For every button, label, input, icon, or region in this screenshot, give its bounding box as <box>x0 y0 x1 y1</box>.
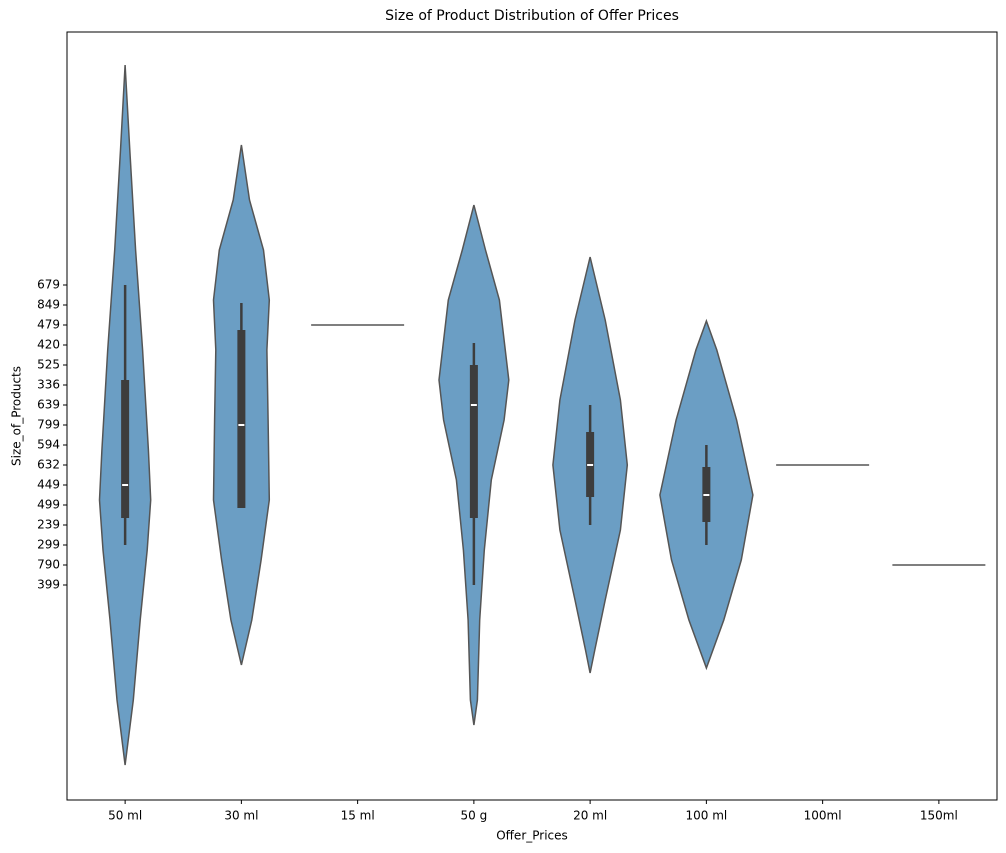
x-tick-label: 15 ml <box>341 809 375 823</box>
y-tick-label: 525 <box>37 358 60 372</box>
y-tick-label: 639 <box>37 398 60 412</box>
y-axis-label: Size_of_Products <box>10 366 24 466</box>
y-tick-label: 399 <box>37 578 60 592</box>
y-tick-label: 449 <box>37 478 60 492</box>
x-tick-label: 20 ml <box>573 809 607 823</box>
y-tick-label: 790 <box>37 558 60 572</box>
y-tick-label: 299 <box>37 538 60 552</box>
x-tick-label: 30 ml <box>224 809 258 823</box>
y-tick-label: 679 <box>37 278 60 292</box>
x-tick-label: 150ml <box>920 809 958 823</box>
y-tick-label: 849 <box>37 298 60 312</box>
y-tick-label: 420 <box>37 338 60 352</box>
plot-frame <box>66 31 998 801</box>
y-tick-label: 632 <box>37 458 60 472</box>
box <box>237 330 246 508</box>
y-tick-label: 499 <box>37 498 60 512</box>
x-tick-label: 50 ml <box>108 809 142 823</box>
x-tick-label: 100 ml <box>686 809 728 823</box>
box <box>469 365 478 518</box>
x-tick-label: 100ml <box>804 809 842 823</box>
y-tick-label: 336 <box>37 378 60 392</box>
x-axis-label: Offer_Prices <box>496 829 568 843</box>
y-tick-label: 594 <box>37 438 60 452</box>
y-tick-label: 479 <box>37 318 60 332</box>
chart-title: Size of Product Distribution of Offer Pr… <box>385 8 679 24</box>
x-tick-label: 50 g <box>461 809 488 823</box>
box <box>121 380 130 518</box>
y-tick-label: 799 <box>37 418 60 432</box>
y-tick-label: 239 <box>37 518 60 532</box>
